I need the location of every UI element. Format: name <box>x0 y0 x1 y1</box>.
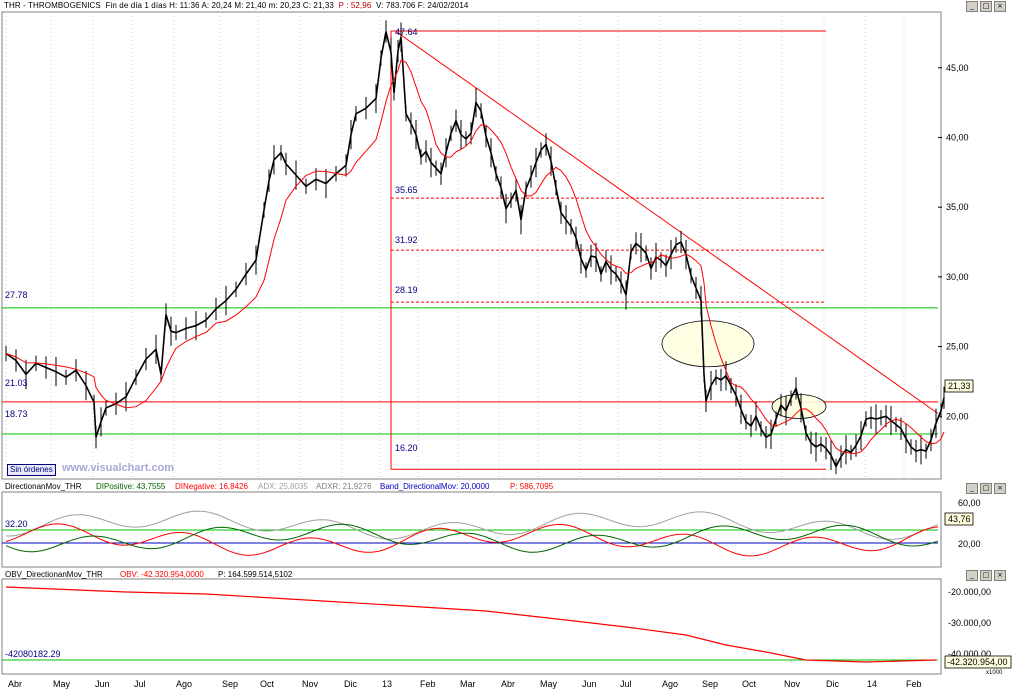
x-tick-label: Ago <box>176 679 192 689</box>
y-tick-label: 35,00 <box>946 202 969 212</box>
x-tick-label: May <box>540 679 558 689</box>
support1-label: 27.78 <box>5 290 28 300</box>
last-price-value: 21,33 <box>948 381 971 391</box>
y-tick-label: 30,00 <box>946 272 969 282</box>
close-button[interactable]: × <box>994 1 1006 12</box>
brand-watermark: www.visualchart.com <box>62 462 175 474</box>
dmi-label-din: DINegative: 16,8426 <box>175 482 248 491</box>
obv-panel-frame <box>1 578 942 675</box>
x-tick-label: Mar <box>460 679 476 689</box>
x-tick-label: Jul <box>134 679 146 689</box>
obv-tick-30: -30.000,00 <box>948 618 991 628</box>
y-tick-label: 25,00 <box>946 342 969 352</box>
obv-close-button[interactable]: × <box>994 570 1006 581</box>
price-grid <box>5 12 905 479</box>
x-tick-label: Feb <box>420 679 436 689</box>
dmi-maximize-button[interactable]: □ <box>980 483 992 494</box>
level-fib2-label: 31.92 <box>395 235 418 245</box>
x-tick-label: Jun <box>582 679 597 689</box>
support2-label: 21.03 <box>5 378 28 388</box>
level-high-label: 47.64 <box>395 27 418 37</box>
dmi-close-button[interactable]: × <box>994 483 1006 494</box>
level-fib3-label: 28.19 <box>395 285 418 295</box>
price-panel-frame <box>1 11 942 480</box>
x-tick-label: Nov <box>302 679 319 689</box>
x-tick-label: Nov <box>784 679 801 689</box>
level-low-label: 16.20 <box>395 443 418 453</box>
dmi-series <box>2 510 939 557</box>
obv-label-name: OBV_DirectionanMov_THR <box>5 570 103 579</box>
obv-window-controls: _ □ × <box>966 570 1006 581</box>
chart-title: THR - THROMBOGENICS Fin de día 1 días H:… <box>4 1 468 10</box>
dmi-last-tag <box>944 512 974 526</box>
x-tick-label: Jul <box>620 679 632 689</box>
obv-label-p: P: 164.599.514,5102 <box>218 570 293 579</box>
minimize-button[interactable]: _ <box>966 1 978 12</box>
x-tick-label: 13 <box>382 679 392 689</box>
price-levels <box>2 30 939 470</box>
x-tick-label: Abr <box>8 679 22 689</box>
moving-average-line <box>5 59 945 455</box>
dmi-label-name: DirectionanMov_THR <box>5 482 82 491</box>
x-tick-label: May <box>53 679 71 689</box>
x-tick-label: 14 <box>867 679 877 689</box>
x-tick-label: Ago <box>662 679 678 689</box>
x-tick-label: Abr <box>501 679 515 689</box>
x-tick-label: Oct <box>260 679 275 689</box>
obv-last-tag <box>944 655 1012 669</box>
dmi-window-controls: _ □ × <box>966 483 1006 494</box>
x-axis: Abr May Jun Jul Ago Sep Oct Nov Dic 13 Feb Mar Abr Ma… <box>8 679 922 689</box>
dmi-level-label: 32.20 <box>5 519 28 529</box>
adx-line <box>6 510 939 540</box>
price-axis: 45,00 40,00 35,00 30,00 25,00 20,00 <box>938 63 969 421</box>
maximize-button[interactable]: □ <box>980 1 992 12</box>
x-tick-label: Jun <box>95 679 110 689</box>
price-series <box>5 20 945 475</box>
last-price-tag <box>944 379 974 393</box>
obv-tick-20: -20.000,00 <box>948 587 991 597</box>
obv-minimize-button[interactable]: _ <box>966 570 978 581</box>
dmi-label-adx: ADX: 25,8035 <box>258 482 308 491</box>
support3-label: 18.73 <box>5 409 28 419</box>
orders-badge[interactable]: Sin órdenes <box>7 464 56 476</box>
x-tick-label: Sep <box>222 679 238 689</box>
gap-ellipse-1 <box>661 320 755 368</box>
dmi-minimize-button[interactable]: _ <box>966 483 978 494</box>
x-tick-label: Sep <box>702 679 718 689</box>
obv-series <box>2 586 938 663</box>
x-tick-label: Feb <box>906 679 922 689</box>
obv-level-label: -42080182.29 <box>5 649 61 659</box>
dip-line <box>5 523 939 553</box>
x-tick-label: Dic <box>344 679 357 689</box>
obv-label-value: OBV: -42.320.954,0000 <box>120 570 204 579</box>
x-tick-label: Dic <box>826 679 839 689</box>
y-tick-label: 20,00 <box>946 411 969 421</box>
ticker-label: THR - THROMBOGENICS <box>4 1 101 10</box>
din-line <box>5 523 939 557</box>
obv-last-value: -42.320.954,00 <box>947 657 1008 667</box>
dmi-last-value: 43,76 <box>948 514 971 524</box>
dmi-tick-60: 60,00 <box>958 498 981 508</box>
volume-date-label: V: 783.706 F: 24/02/2014 <box>376 1 469 10</box>
percent-label: P : 52,96 <box>338 1 372 10</box>
obv-tick-40: -40.000,00 <box>948 649 991 659</box>
level-fib1-label: 35.65 <box>395 185 418 195</box>
dmi-label-dip: DIPositive: 43,7555 <box>96 482 166 491</box>
trendline <box>395 31 939 414</box>
dmi-label-band: Band_DirectionalMov: 20,0000 <box>380 482 490 491</box>
dmi-label-p: P: 586,7095 <box>510 482 554 491</box>
obv-scale: x1000 <box>986 670 1003 676</box>
price-window-controls: _ □ × <box>966 1 1006 12</box>
quote-info: Fin de día 1 días H: 11:36 A: 20,24 M: 2… <box>105 1 334 10</box>
x-tick-label: Oct <box>742 679 757 689</box>
y-tick-label: 45,00 <box>946 63 969 73</box>
dmi-tick-20: 20,00 <box>958 539 981 549</box>
obv-line <box>5 586 937 663</box>
y-tick-label: 40,00 <box>946 132 969 142</box>
dmi-label-adxr: ADXR: 21,9276 <box>316 482 372 491</box>
obv-maximize-button[interactable]: □ <box>980 570 992 581</box>
